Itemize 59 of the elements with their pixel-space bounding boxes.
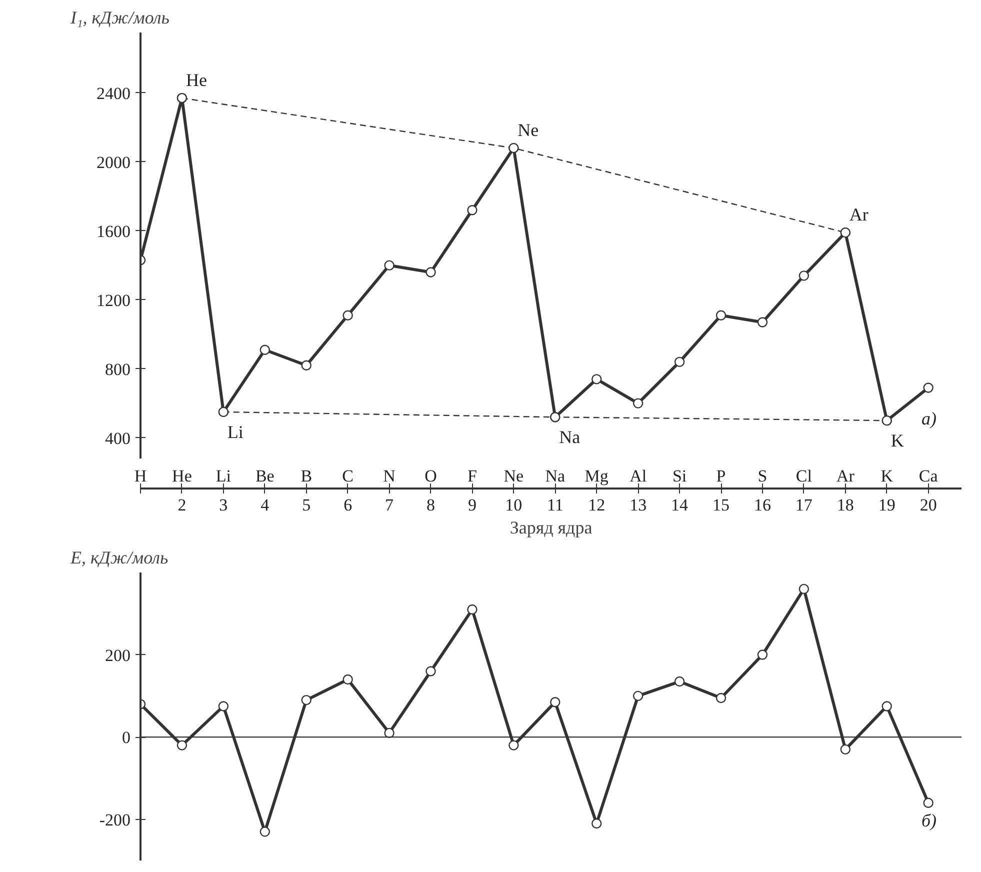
x2-tick-label: 7	[385, 496, 394, 514]
x-tick-label: H	[134, 466, 147, 486]
x-tick-label: Mg	[584, 466, 609, 486]
annotation: Ar	[849, 204, 868, 225]
annotation: Ne	[518, 120, 539, 140]
x-tick-label: Ne	[504, 466, 524, 486]
y-tick-label: 2400	[96, 84, 130, 103]
x-tick-label: S	[758, 466, 768, 486]
x-tick-label: Cl	[796, 466, 812, 486]
x2-tick-label: 19	[878, 496, 896, 514]
x2-tick-label: 15	[712, 496, 730, 514]
x2-tick-label: 2	[178, 496, 186, 514]
y-tick-label: 400	[105, 428, 130, 448]
annotation: Na	[559, 427, 580, 448]
x-tick-label: Si	[672, 466, 687, 486]
y-axis-title: I₁, кДж/моль	[70, 8, 170, 28]
y-tick-label: -200	[99, 810, 131, 830]
x2-tick-label: 6	[344, 496, 352, 514]
x2-tick-label: 8	[426, 496, 436, 514]
x-tick-label: Ar	[836, 466, 855, 486]
x-tick-label: P	[716, 466, 726, 486]
x-tick-label: Na	[545, 466, 566, 486]
x-tick-label: Li	[216, 466, 232, 486]
x-tick-label: He	[172, 466, 192, 486]
x2-tick-label: 16	[754, 496, 771, 514]
y-tick-label: 1600	[96, 222, 130, 241]
annotation: б)	[922, 810, 937, 830]
x2-tick-label: 12	[588, 496, 606, 514]
y-axis-title: E, кДж/моль	[70, 548, 168, 568]
annotation: Li	[227, 422, 244, 442]
x-tick-label: O	[424, 466, 437, 486]
x-tick-label: C	[342, 466, 354, 486]
x-tick-label: K	[880, 466, 894, 486]
y-tick-label: 1200	[96, 290, 130, 310]
x2-tick-label: 20	[920, 496, 937, 514]
x-tick-label: Al	[630, 466, 647, 486]
x-tick-label: Ca	[918, 466, 938, 486]
annotation: K	[890, 430, 904, 451]
x2-tick-label: 4	[260, 496, 270, 514]
y-tick-label: 800	[105, 360, 130, 379]
annotation: He	[186, 70, 207, 90]
x-tick-label: F	[467, 466, 477, 486]
x-tick-label: N	[383, 466, 396, 486]
x2-tick-label: 17	[795, 496, 813, 514]
y-tick-label: 2000	[96, 152, 130, 172]
x-tick-label: B	[300, 466, 312, 486]
x2-tick-label: 11	[546, 496, 564, 514]
x-tick-label: Be	[255, 466, 274, 486]
y-tick-label: 200	[105, 646, 130, 665]
x2-tick-label: 14	[671, 496, 689, 514]
y-tick-label: 0	[122, 728, 130, 748]
x2-tick-label: 10	[505, 496, 522, 514]
x2-tick-label: 18	[836, 496, 854, 514]
x2-tick-label: 5	[302, 496, 311, 514]
x2-axis-title: Заряд ядра	[510, 518, 592, 538]
x2-tick-label: 9	[468, 496, 476, 514]
x2-tick-label: 3	[219, 496, 228, 514]
x2-tick-label: 13	[630, 496, 647, 514]
annotation: а)	[922, 408, 936, 428]
